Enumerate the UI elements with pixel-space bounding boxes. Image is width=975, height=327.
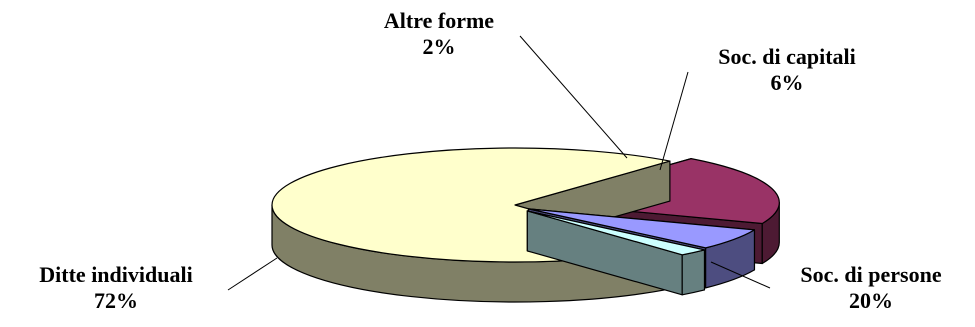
- label-ditte-individuali-name: Ditte individuali: [39, 262, 193, 287]
- leader-ditte-individuali: [227, 257, 278, 291]
- label-soc-di-persone-name: Soc. di persone: [800, 262, 942, 287]
- leader-soc-di-capitali: [659, 71, 689, 171]
- leader-altre-forme: [519, 35, 628, 159]
- slice-altre-forme: [526, 210, 706, 296]
- label-soc-di-persone-pct: 20%: [849, 288, 893, 313]
- label-ditte-individuali-pct: 72%: [94, 288, 138, 313]
- label-ditte-individuali: Ditte individuali 72%: [6, 262, 226, 314]
- label-soc-di-capitali-pct: 6%: [770, 70, 804, 95]
- slice-altre-forme-wall-0: [681, 249, 706, 296]
- label-soc-di-capitali: Soc. di capitali 6%: [682, 44, 892, 96]
- label-soc-di-capitali-name: Soc. di capitali: [718, 44, 856, 69]
- leader-soc-di-persone: [710, 261, 771, 289]
- label-soc-di-persone: Soc. di persone 20%: [766, 262, 975, 314]
- pie-slices: [271, 147, 780, 303]
- label-altre-forme-pct: 2%: [422, 34, 456, 59]
- slice-soc-di-capitali-top: [527, 208, 756, 249]
- leader-lines: [227, 35, 771, 291]
- label-altre-forme: Altre forme 2%: [354, 8, 524, 60]
- slice-altre-forme-top: [526, 210, 706, 256]
- label-altre-forme-name: Altre forme: [383, 8, 495, 33]
